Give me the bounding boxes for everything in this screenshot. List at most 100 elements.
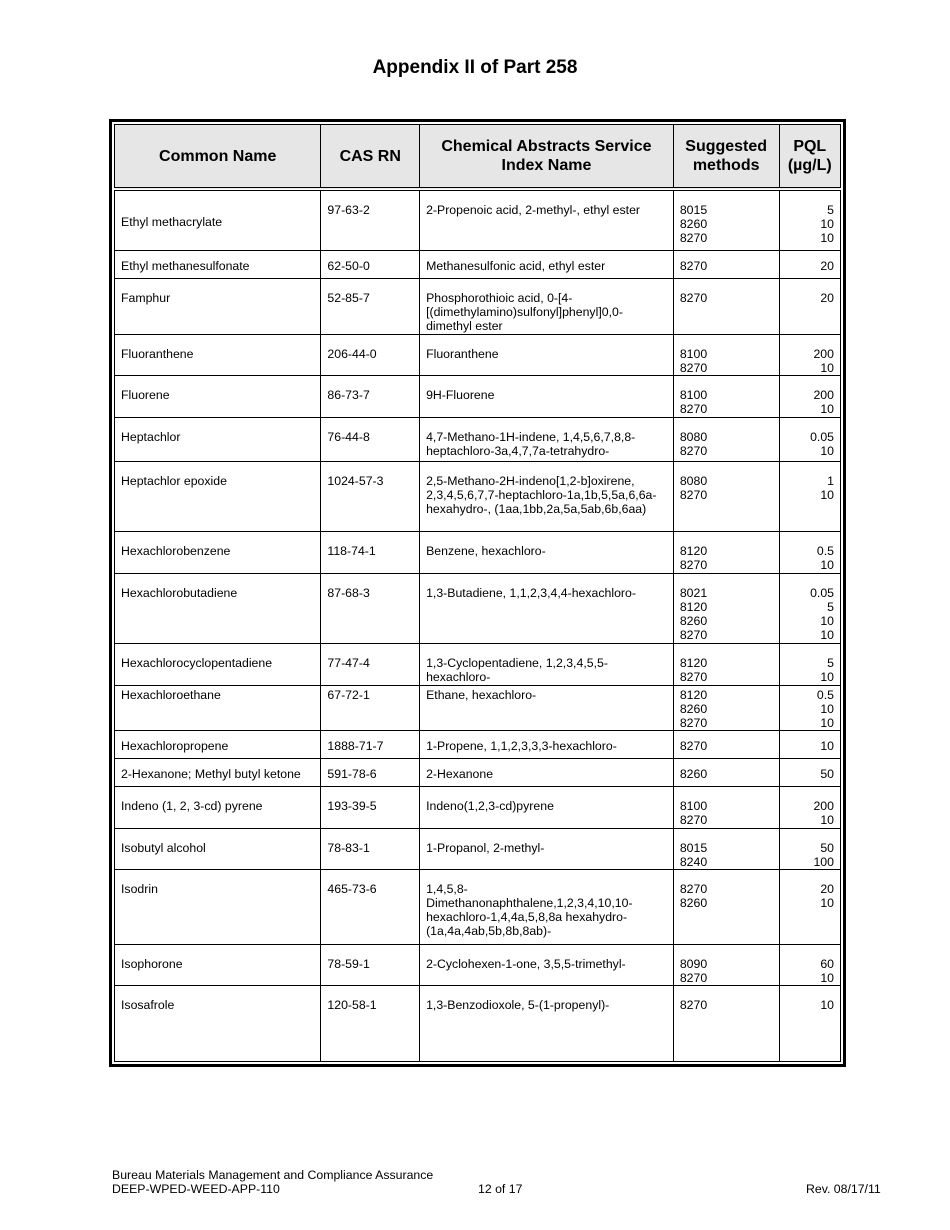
cell-pql: 200 10 xyxy=(778,333,842,376)
cell-methods: 8120 8270 xyxy=(672,530,780,574)
cell-pql: 60 10 xyxy=(778,943,842,986)
cell-methods: 8080 8270 xyxy=(672,416,780,462)
cell-methods: 8080 8270 xyxy=(672,460,780,532)
cell-methods: 8120 8270 xyxy=(672,642,780,686)
cell-methods: 8021 8120 8260 8270 xyxy=(672,572,780,644)
cell-common-name: Heptachlor xyxy=(113,416,322,462)
cell-pql: 5 10 10 xyxy=(778,187,842,251)
cell-common-name: Isosafrole xyxy=(113,984,322,1062)
cell-methods: 8120 8260 8270 xyxy=(672,684,780,731)
cell-cas-rn: 193-39-5 xyxy=(320,785,421,829)
cell-cas-rn: 87-68-3 xyxy=(320,572,421,644)
cell-pql: 20 10 xyxy=(778,868,842,945)
cell-index-name: 1,3-Benzodioxole, 5-(1-propenyl)- xyxy=(419,984,674,1062)
cell-index-name: 2,5-Methano-2H-indeno[1,2-b]oxirene, 2,3… xyxy=(419,460,674,532)
cell-cas-rn: 206-44-0 xyxy=(320,333,421,376)
cell-index-name: 2-Propenoic acid, 2-methyl-, ethyl ester xyxy=(419,187,674,251)
cell-cas-rn: 118-74-1 xyxy=(320,530,421,574)
cell-cas-rn: 67-72-1 xyxy=(320,684,421,731)
cell-index-name: 2-Hexanone xyxy=(419,757,674,787)
table-row: Heptachlor epoxide 1024-57-3 2,5-Methano-2… xyxy=(113,460,842,532)
footer-doc-id: DEEP-WPED-WEED-APP-110 xyxy=(112,1182,280,1196)
cell-methods: 8270 xyxy=(672,277,780,335)
header-suggested-methods: Suggested methods xyxy=(672,124,780,191)
footer-revision: Rev. 08/17/11 xyxy=(806,1182,881,1196)
table-row: Ethyl methacrylate 97-63-2 2-Propenoic aci… xyxy=(113,187,842,251)
cell-cas-rn: 591-78-6 xyxy=(320,757,421,787)
cell-common-name: Famphur xyxy=(113,277,322,335)
header-pql: PQL (µg/L) xyxy=(778,124,842,191)
cell-pql: 50 xyxy=(778,757,842,787)
table-row: Isodrin 465-73-6 1,4,5,8-Dimethanonaphthal… xyxy=(113,868,842,945)
cell-index-name: Phosphorothioic acid, 0-[4-[(dimethylami… xyxy=(419,277,674,335)
table-row: Isobutyl alcohol 78-83-1 1-Propanol, 2-met… xyxy=(113,827,842,870)
header-index-name: Chemical Abstracts Service Index Name xyxy=(419,124,674,191)
cell-methods: 8100 8270 xyxy=(672,333,780,376)
table-row: Heptachlor 76-44-8 4,7-Methano-1H-indene, … xyxy=(113,416,842,462)
cell-pql: 0.05 10 xyxy=(778,416,842,462)
cell-pql: 10 xyxy=(778,729,842,759)
cell-index-name: 1,3-Butadiene, 1,1,2,3,4,4-hexachloro- xyxy=(419,572,674,644)
cell-common-name: 2-Hexanone; Methyl butyl ketone xyxy=(113,757,322,787)
cell-methods: 8100 8270 xyxy=(672,785,780,829)
table-row: Ethyl methanesulfonate 62-50-0 Methanesulf… xyxy=(113,249,842,279)
table-row: Isophorone 78-59-1 2-Cyclohexen-1-one, 3,5… xyxy=(113,943,842,986)
cell-cas-rn: 465-73-6 xyxy=(320,868,421,945)
cell-pql: 1 10 xyxy=(778,460,842,532)
cell-cas-rn: 78-59-1 xyxy=(320,943,421,986)
cell-methods: 8100 8270 xyxy=(672,374,780,418)
cell-methods: 8270 xyxy=(672,249,780,279)
cell-common-name: Isobutyl alcohol xyxy=(113,827,322,870)
cell-pql: 0.5 10 10 xyxy=(778,684,842,731)
cell-common-name: Isodrin xyxy=(113,868,322,945)
cell-cas-rn: 77-47-4 xyxy=(320,642,421,686)
cell-cas-rn: 78-83-1 xyxy=(320,827,421,870)
cell-index-name: 1,4,5,8-Dimethanonaphthalene,1,2,3,4,10,… xyxy=(419,868,674,945)
cell-methods: 8270 xyxy=(672,984,780,1062)
cell-pql: 50 100 xyxy=(778,827,842,870)
chemical-table-frame: Common Name CAS RN Chemical Abstracts Se… xyxy=(109,119,846,1067)
cell-cas-rn: 1888-71-7 xyxy=(320,729,421,759)
cell-index-name: Indeno(1,2,3-cd)pyrene xyxy=(419,785,674,829)
table-row: Fluoranthene 206-44-0 Fluoranthene 8100 827… xyxy=(113,333,842,376)
cell-cas-rn: 62-50-0 xyxy=(320,249,421,279)
cell-methods: 8015 8260 8270 xyxy=(672,187,780,251)
chemical-table: Common Name CAS RN Chemical Abstracts Se… xyxy=(113,124,842,1062)
cell-index-name: Methanesulfonic acid, ethyl ester xyxy=(419,249,674,279)
footer-left: Bureau Materials Management and Complian… xyxy=(112,1168,433,1196)
cell-index-name: 2-Cyclohexen-1-one, 3,5,5-trimethyl- xyxy=(419,943,674,986)
cell-common-name: Isophorone xyxy=(113,943,322,986)
cell-common-name: Hexachlorocyclopentadiene xyxy=(113,642,322,686)
cell-common-name: Hexachlorobenzene xyxy=(113,530,322,574)
cell-index-name: 1-Propene, 1,1,2,3,3,3-hexachloro- xyxy=(419,729,674,759)
cell-methods: 8260 xyxy=(672,757,780,787)
cell-methods: 8270 8260 xyxy=(672,868,780,945)
table-row: Hexachloroethane 67-72-1 Ethane, hexachlor… xyxy=(113,684,842,731)
table-row: Isosafrole 120-58-1 1,3-Benzodioxole, 5-(1… xyxy=(113,984,842,1062)
cell-index-name: 4,7-Methano-1H-indene, 1,4,5,6,7,8,8-hep… xyxy=(419,416,674,462)
cell-common-name: Heptachlor epoxide xyxy=(113,460,322,532)
footer-bureau: Bureau Materials Management and Complian… xyxy=(112,1168,434,1182)
cell-index-name: 1,3-Cyclopentadiene, 1,2,3,4,5,5-hexachl… xyxy=(419,642,674,686)
cell-pql: 10 xyxy=(778,984,842,1062)
cell-cas-rn: 97-63-2 xyxy=(320,187,421,251)
cell-methods: 8015 8240 xyxy=(672,827,780,870)
cell-cas-rn: 52-85-7 xyxy=(320,277,421,335)
cell-index-name: Ethane, hexachloro- xyxy=(419,684,674,731)
cell-index-name: Fluoranthene xyxy=(419,333,674,376)
table-row: Hexachlorobutadiene 87-68-3 1,3-Butadiene,… xyxy=(113,572,842,644)
cell-index-name: Benzene, hexachloro- xyxy=(419,530,674,574)
page-title: Appendix II of Part 258 xyxy=(372,57,578,78)
table-row: Indeno (1, 2, 3-cd) pyrene 193-39-5 Indeno… xyxy=(113,785,842,829)
cell-common-name: Ethyl methanesulfonate xyxy=(113,249,322,279)
cell-methods: 8270 xyxy=(672,729,780,759)
table-row: Hexachlorobenzene 118-74-1 Benzene, hexach… xyxy=(113,530,842,574)
cell-index-name: 1-Propanol, 2-methyl- xyxy=(419,827,674,870)
header-cas-rn: CAS RN xyxy=(320,124,421,191)
cell-common-name: Ethyl methacrylate xyxy=(113,187,322,251)
cell-pql: 0.5 10 xyxy=(778,530,842,574)
footer-page-number: 12 of 17 xyxy=(478,1182,523,1196)
cell-methods: 8090 8270 xyxy=(672,943,780,986)
cell-pql: 20 xyxy=(778,277,842,335)
table-row: Hexachlorocyclopentadiene 77-47-4 1,3-Cycl… xyxy=(113,642,842,686)
